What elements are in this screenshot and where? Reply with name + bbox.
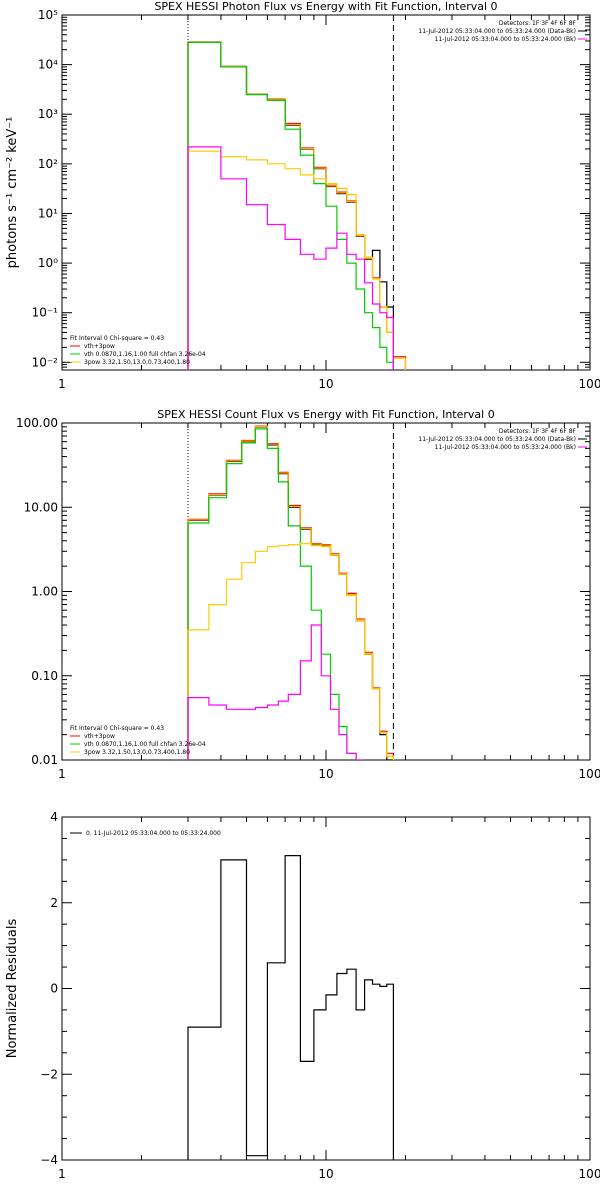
legend-entry: 0. 11-Jul-2012 05:33:04.000 to 05:33:24.… — [86, 830, 221, 837]
y-tick-label: 10² — [38, 157, 58, 171]
chart-2: SPEX HESSI Count Flux vs Energy with Fit… — [16, 408, 600, 781]
plot-frame — [61, 422, 591, 761]
x-axis: 1 10 100 — [58, 15, 600, 391]
legend-entry: 3pow 3.32,1.50,13.0,0.73,400,1.80 — [84, 749, 190, 756]
legend-entry: 11-Jul-2012 05:33:04.000 to 05:33:24.000… — [435, 36, 576, 43]
y-axis: 0.01 0.10 1.00 10.00 100.00 — [16, 416, 590, 767]
legend-entry: vth 0.0870,1.16,1.00 full chfan 3.26e-04 — [84, 351, 206, 358]
y-tick-label: 2 — [50, 896, 58, 910]
y-tick-label: 1.00 — [31, 585, 58, 599]
y-tick-label: 10⁵ — [38, 8, 58, 22]
chart-3: 1 10 100 −4 −2 0 2 4 Normalized Residuals 0. 11-J… — [5, 810, 600, 1181]
y-tick-label: 0 — [50, 982, 58, 996]
plot-frame — [61, 816, 591, 1161]
series-group — [187, 425, 394, 760]
chart-title: SPEX HESSI Count Flux vs Energy with Fit… — [157, 408, 494, 421]
series-line-4 — [187, 428, 365, 760]
y-axis: −4 −2 0 2 4 — [40, 810, 590, 1167]
series-line-3 — [187, 425, 394, 760]
x-axis: 1 10 100 — [58, 817, 600, 1181]
x-tick-label: 100 — [579, 1167, 600, 1181]
series-line-5 — [187, 150, 407, 370]
legend-entry: vth+3pow — [84, 733, 115, 740]
x-tick-label: 100 — [579, 767, 600, 781]
legend-bottom-left: Fit Interval 0 Chi-square = 0.43vth+3pow… — [70, 335, 206, 366]
y-tick-label: 10⁴ — [38, 58, 58, 72]
x-tick-label: 100 — [579, 377, 600, 391]
series-line-6 — [187, 624, 365, 760]
y-tick-label: 0.01 — [31, 753, 58, 767]
legend-entry: 3pow 3.32,1.50,13.0,0.73,400,1.80 — [84, 359, 190, 366]
y-tick-label: −2 — [40, 1067, 58, 1081]
y-tick-label: 10¹ — [38, 206, 58, 220]
x-tick-label: 1 — [58, 377, 66, 391]
x-axis: 1 10 100 — [58, 423, 600, 781]
series-group — [187, 855, 394, 1160]
x-tick-label: 10 — [318, 1167, 333, 1181]
y-tick-label: 10.00 — [24, 500, 58, 514]
series-line-1 — [187, 41, 394, 370]
legend-bottom-left: Fit Interval 0 Chi-square = 0.43vth+3pow… — [70, 725, 206, 756]
y-tick-label: 10⁰ — [38, 256, 58, 270]
legend-entry: Detectors: 1F 3F 4F 6F 8F — [499, 20, 577, 27]
legend-entry: 11-Jul-2012 05:33:04.000 to 05:33:24.000… — [418, 436, 576, 443]
legend-entry: vth+3pow — [84, 343, 115, 350]
legend-entry: 11-Jul-2012 05:33:04.000 to 05:33:24.000… — [418, 28, 576, 35]
y-tick-label: −4 — [40, 1153, 58, 1167]
y-axis-label: photons s⁻¹ cm⁻² keV⁻¹ — [5, 117, 20, 269]
series-line-2 — [187, 425, 394, 760]
y-tick-label: 10³ — [38, 107, 58, 121]
chart-1: SPEX HESSI Photon Flux vs Energy with Fi… — [5, 0, 600, 391]
y-axis-label: Normalized Residuals — [5, 919, 20, 1059]
y-tick-label: 4 — [50, 810, 58, 824]
y-tick-label: 10⁻¹ — [32, 306, 59, 320]
series-line-1 — [187, 426, 394, 760]
x-tick-label: 10 — [318, 767, 333, 781]
y-tick-label: 0.10 — [31, 669, 58, 683]
legend-entry: 11-Jul-2012 05:33:04.000 to 05:33:24.000… — [435, 444, 576, 451]
y-axis: 10⁻² 10⁻¹ 10⁰ 10¹ 10² 10³ 10⁴ 10⁵ — [32, 8, 590, 371]
legend-entry: Fit Interval 0 Chi-square = 0.43 — [70, 725, 164, 732]
series-line-6 — [187, 146, 394, 370]
x-tick-label: 10 — [318, 377, 333, 391]
chart-title: SPEX HESSI Photon Flux vs Energy with Fi… — [154, 0, 497, 13]
legend-entry: Fit Interval 0 Chi-square = 0.43 — [70, 335, 164, 342]
legend-entry: Detectors: 1F 3F 4F 6F 8F — [499, 428, 577, 435]
x-tick-label: 1 — [58, 1167, 66, 1181]
y-tick-label: 100.00 — [16, 416, 58, 430]
legend-top-left: 0. 11-Jul-2012 05:33:04.000 to 05:33:24.… — [70, 830, 221, 837]
x-tick-label: 1 — [58, 767, 66, 781]
series-group — [187, 41, 407, 370]
y-tick-label: 10⁻² — [32, 355, 59, 369]
series-line-4 — [187, 41, 394, 370]
series-line-5 — [187, 543, 394, 760]
legend-entry: vth 0.0870,1.16,1.00 full chfan 3.26e-04 — [84, 741, 206, 748]
series-line-1 — [187, 855, 394, 1160]
